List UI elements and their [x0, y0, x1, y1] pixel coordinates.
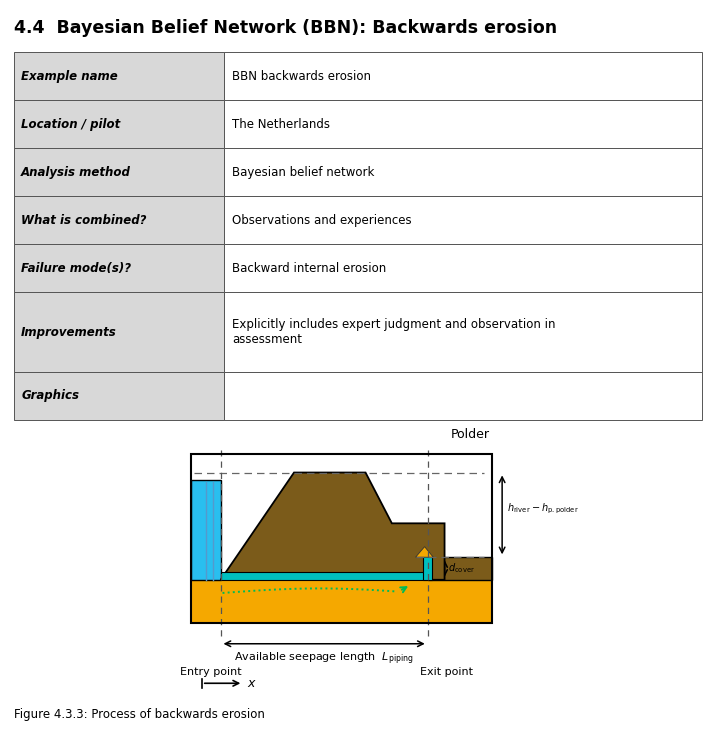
Text: $h_{\rm river} - h_{\rm p.polder}$: $h_{\rm river} - h_{\rm p.polder}$ [507, 502, 579, 516]
Text: Explicitly includes expert judgment and observation in
assessment: Explicitly includes expert judgment and … [232, 318, 556, 346]
Text: 4.4  Bayesian Belief Network (BBN): Backwards erosion: 4.4 Bayesian Belief Network (BBN): Backw… [14, 19, 558, 37]
Text: $x$: $x$ [247, 677, 257, 690]
Bar [190, 454, 492, 623]
Text: Exit point: Exit point [420, 667, 473, 677]
Text: Entry point: Entry point [180, 667, 242, 677]
Text: Available seepage length  $L_{\rm piping}$: Available seepage length $L_{\rm piping}… [234, 651, 414, 667]
Bar [14, 372, 224, 420]
Text: Figure 4.3.3: Process of backwards erosion: Figure 4.3.3: Process of backwards erosi… [14, 708, 265, 721]
Bar [224, 372, 702, 420]
Text: Analysis method: Analysis method [21, 166, 131, 179]
Bar [224, 148, 702, 196]
Bar [14, 100, 224, 148]
Text: Failure mode(s)?: Failure mode(s)? [21, 262, 131, 275]
Bar [224, 100, 702, 148]
Text: Example name: Example name [21, 70, 118, 82]
Text: Bayesian belief network: Bayesian belief network [232, 166, 374, 179]
Bar [14, 293, 224, 372]
Polygon shape [221, 473, 445, 580]
Text: Backward internal erosion: Backward internal erosion [232, 262, 387, 275]
Text: What is combined?: What is combined? [21, 214, 147, 227]
Bar [224, 52, 702, 100]
Text: Graphics: Graphics [21, 389, 79, 402]
Text: Improvements: Improvements [21, 325, 117, 339]
Bar [14, 52, 224, 100]
Polygon shape [415, 547, 433, 557]
Text: The Netherlands: The Netherlands [232, 117, 330, 131]
Bar [221, 571, 427, 580]
Text: Location / pilot: Location / pilot [21, 117, 120, 131]
Bar [14, 148, 224, 196]
Bar [224, 244, 702, 293]
Polygon shape [190, 480, 221, 580]
Text: Polder: Polder [450, 427, 490, 441]
Bar [224, 196, 702, 244]
Bar [224, 293, 702, 372]
Bar [423, 556, 432, 580]
Polygon shape [427, 557, 492, 580]
Text: $d_{\rm cover}$: $d_{\rm cover}$ [448, 562, 475, 575]
Bar [14, 244, 224, 293]
Bar [14, 196, 224, 244]
Polygon shape [190, 580, 492, 623]
Text: Observations and experiences: Observations and experiences [232, 214, 412, 227]
Text: BBN backwards erosion: BBN backwards erosion [232, 70, 371, 82]
